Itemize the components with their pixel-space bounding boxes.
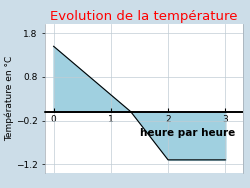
- Title: Evolution de la température: Evolution de la température: [50, 10, 238, 23]
- Text: heure par heure: heure par heure: [140, 128, 235, 138]
- Y-axis label: Température en °C: Température en °C: [5, 56, 14, 141]
